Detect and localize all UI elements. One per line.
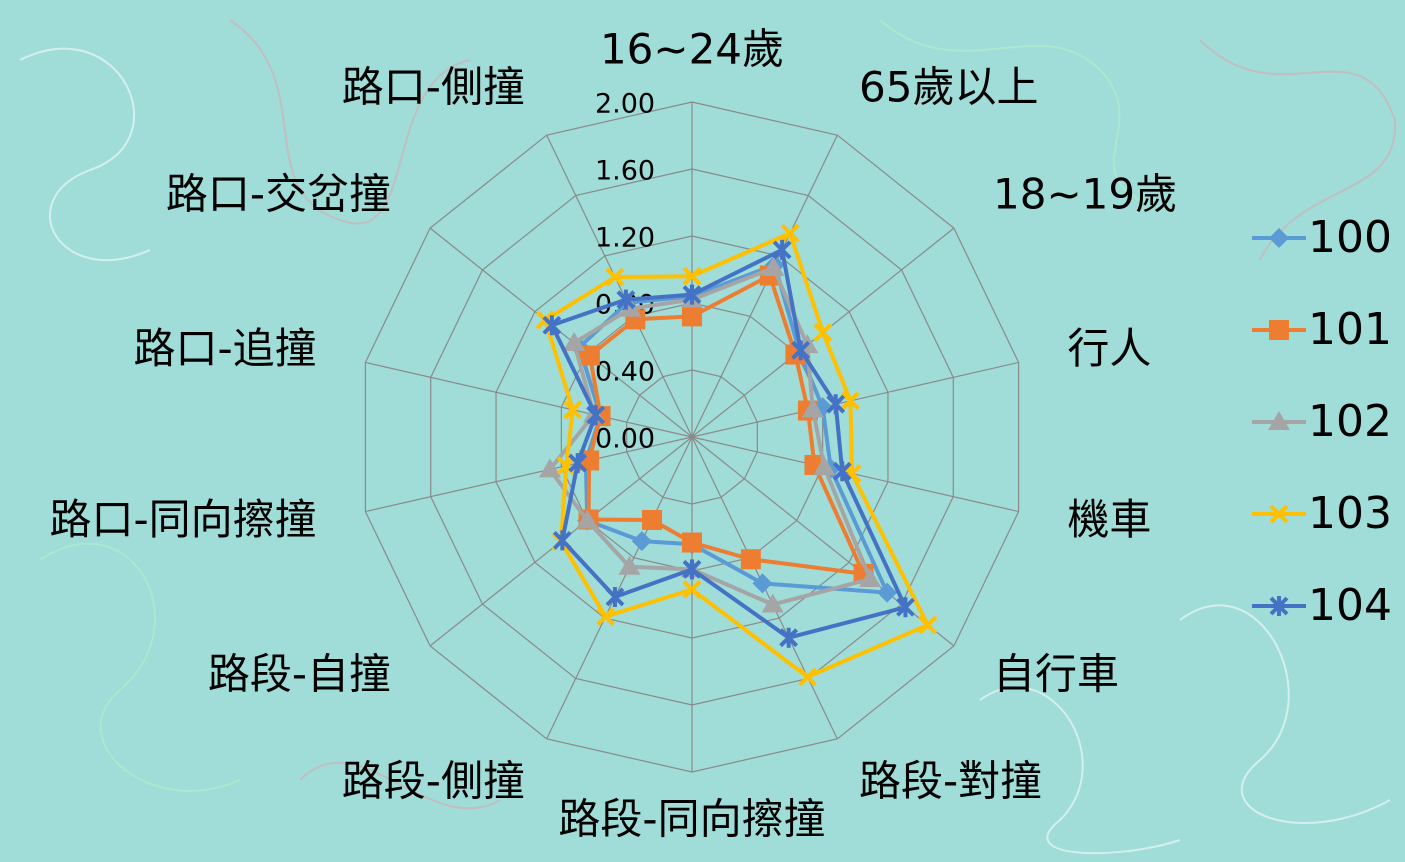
- legend-label: 104: [1308, 580, 1392, 631]
- category-label: 路段-自撞: [208, 650, 391, 699]
- radial-tick-label: 1.20: [595, 223, 655, 254]
- decor-curve: [20, 49, 150, 260]
- background-decoration: [20, 20, 1395, 853]
- category-label: 路口-同向擦撞: [49, 495, 316, 544]
- marker-star: [828, 394, 844, 414]
- marker-square: [1269, 320, 1289, 340]
- category-label: 機車: [1067, 495, 1151, 544]
- category-label: 路段-同向擦撞: [558, 795, 825, 844]
- legend-label: 102: [1308, 396, 1392, 447]
- radial-tick-label: 0.00: [595, 424, 655, 455]
- category-label: 路段-對撞: [859, 756, 1042, 805]
- category-label: 路口-交岔撞: [166, 169, 391, 218]
- marker-square: [642, 510, 662, 530]
- category-label: 行人: [1067, 324, 1151, 373]
- category-label: 路口-追撞: [133, 324, 316, 373]
- category-label: 路段-側撞: [342, 756, 525, 805]
- spoke: [430, 228, 692, 437]
- marker-square: [741, 549, 761, 569]
- category-label: 16~24歲: [600, 25, 784, 74]
- page: {"chart_data": {"type": "radar", "catego…: [0, 0, 1405, 862]
- category-label: 65歲以上: [859, 63, 1038, 112]
- category-label: 路口-側撞: [342, 63, 525, 112]
- decor-curve: [1180, 605, 1390, 823]
- marker-diamond: [1269, 228, 1289, 248]
- marker-diamond: [752, 573, 772, 593]
- marker-x: [800, 669, 816, 685]
- radial-tick-label: 2.00: [595, 89, 655, 120]
- marker-star: [554, 530, 570, 550]
- chart: 0.000.400.801.201.602.0016~24歲65歲以上18~19…: [0, 0, 1405, 862]
- radial-tick-label: 1.60: [595, 156, 655, 187]
- marker-star: [774, 240, 790, 260]
- marker-square: [682, 306, 702, 326]
- category-label: 自行車: [993, 650, 1119, 699]
- spoke: [692, 362, 1019, 437]
- legend-label: 103: [1308, 488, 1392, 539]
- legend-label: 101: [1308, 304, 1392, 355]
- marker-x: [920, 617, 936, 633]
- category-label: 18~19歲: [993, 169, 1177, 218]
- radial-tick-label: 0.40: [595, 357, 655, 388]
- legend-label: 100: [1308, 212, 1392, 263]
- marker-square: [682, 533, 702, 553]
- marker-diamond: [632, 531, 652, 551]
